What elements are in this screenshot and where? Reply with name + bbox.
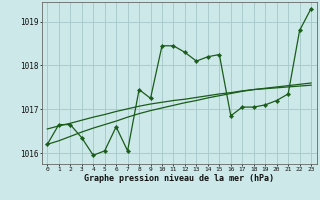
X-axis label: Graphe pression niveau de la mer (hPa): Graphe pression niveau de la mer (hPa)	[84, 174, 274, 183]
